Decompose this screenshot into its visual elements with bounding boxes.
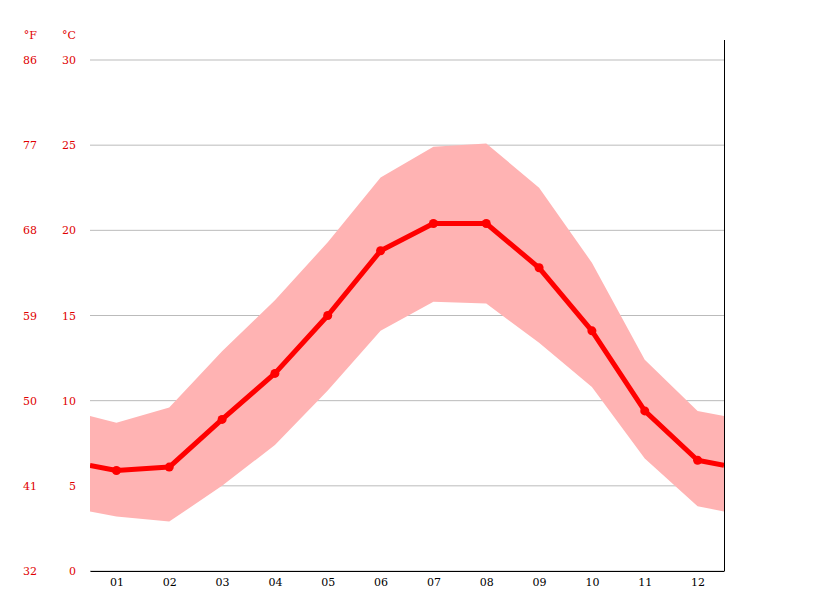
x-tick-label: 06 <box>374 576 388 589</box>
y-axis-tick: 25 <box>62 139 76 152</box>
y2-axis: 32 41 50 59 68 77 86 <box>23 54 37 578</box>
plot-area <box>90 143 724 521</box>
y-axis-tick: 10 <box>62 395 76 408</box>
x-tick: 09 <box>533 571 547 589</box>
y-axis: 0 5 10 15 20 25 30 <box>62 54 76 578</box>
y-axis-tick: 0 <box>69 565 76 578</box>
y2-axis-tick-label: 86 <box>23 54 37 67</box>
y2-axis-tick-label: 50 <box>23 395 37 408</box>
y-axis-title: °C <box>62 29 76 42</box>
marker <box>218 415 227 424</box>
x-tick: 07 <box>427 571 441 589</box>
marker <box>535 263 544 272</box>
grid <box>90 60 724 571</box>
x-tick: 05 <box>321 571 335 589</box>
y-axis-tick: 30 <box>62 54 76 67</box>
y-axis-tick-label: 5 <box>69 480 76 493</box>
marker <box>270 369 279 378</box>
x-tick: 02 <box>163 571 177 589</box>
x-tick-label: 03 <box>216 576 230 589</box>
y-axis-tick: 15 <box>62 310 76 323</box>
marker <box>587 326 596 335</box>
y-axis-tick-label: 20 <box>62 224 76 237</box>
y2-axis-title: °F <box>24 29 38 42</box>
y2-axis-tick: 41 <box>23 480 37 493</box>
y-axis-tick-label: 15 <box>62 310 76 323</box>
chart: 0102030405060708091011123241505968778605… <box>0 0 815 611</box>
marker <box>640 406 649 415</box>
x-tick: 04 <box>268 571 282 589</box>
x-tick: 06 <box>374 571 388 589</box>
marker <box>112 466 121 475</box>
right-frame <box>724 40 725 571</box>
x-tick: 03 <box>216 571 230 589</box>
y-axis-tick-label: 30 <box>62 54 76 67</box>
x-tick: 11 <box>638 571 652 589</box>
y2-axis-tick: 32 <box>23 565 37 578</box>
marker <box>376 246 385 255</box>
x-tick-label: 09 <box>533 576 547 589</box>
x-tick: 01 <box>110 571 124 589</box>
x-tick-label: 07 <box>427 576 441 589</box>
y-axis-tick-label: 10 <box>62 395 76 408</box>
x-tick-label: 12 <box>691 576 705 589</box>
x-tick-label: 11 <box>638 576 652 589</box>
x-tick-label: 02 <box>163 576 177 589</box>
marker <box>323 311 332 320</box>
y2-axis-tick-label: 68 <box>23 224 37 237</box>
y2-axis-tick-label: 41 <box>23 480 37 493</box>
line <box>90 224 724 471</box>
x-tick: 08 <box>480 571 494 589</box>
y2-axis-tick: 59 <box>23 310 37 323</box>
y-axis-tick: 5 <box>69 480 76 493</box>
x-tick-label: 01 <box>110 576 124 589</box>
x-axis: 01 02 03 04 05 06 07 08 09 10 11 12 <box>91 571 725 589</box>
x-tick-label: 05 <box>321 576 335 589</box>
x-axis-line <box>91 571 725 572</box>
y2-axis-tick-label: 77 <box>23 139 37 152</box>
marker <box>165 463 174 472</box>
marker <box>429 219 438 228</box>
y2-axis-tick-label: 59 <box>23 310 37 323</box>
y2-axis-tick: 50 <box>23 395 37 408</box>
x-tick-label: 04 <box>268 576 282 589</box>
y-axis-tick-label: 0 <box>69 565 76 578</box>
x-tick-label: 08 <box>480 576 494 589</box>
y2-axis-tick: 77 <box>23 139 37 152</box>
grid-line <box>90 60 724 61</box>
y2-axis-tick-label: 32 <box>23 565 37 578</box>
x-tick-label: 10 <box>585 576 599 589</box>
grid-line <box>90 571 724 572</box>
x-tick: 10 <box>585 571 599 589</box>
y-axis-tick-label: 25 <box>62 139 76 152</box>
y2-axis-tick: 68 <box>23 224 37 237</box>
marker <box>693 456 702 465</box>
grid-line <box>90 145 724 146</box>
range-band <box>90 143 724 521</box>
y2-axis-tick: 86 <box>23 54 37 67</box>
x-tick: 12 <box>691 571 705 589</box>
y-axis-tick: 20 <box>62 224 76 237</box>
marker <box>482 219 491 228</box>
